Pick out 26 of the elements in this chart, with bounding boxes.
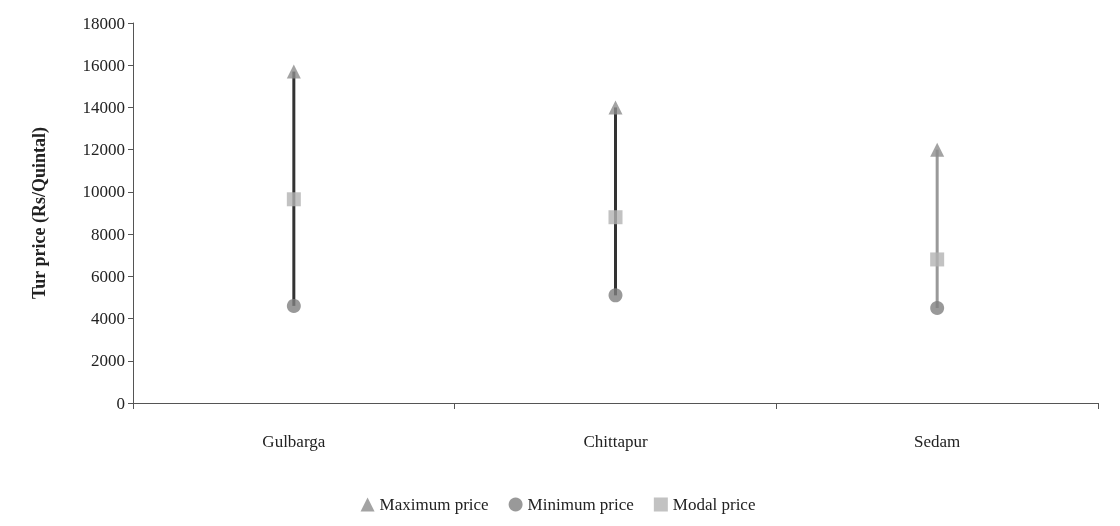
y-tick-label: 10000	[82, 182, 125, 202]
y-tick-label: 2000	[91, 351, 125, 371]
point	[286, 64, 301, 79]
y-tick-label: 8000	[91, 224, 125, 244]
legend-label: Modal price	[672, 495, 756, 514]
x-tick-label: Chittapur	[583, 432, 648, 451]
point	[286, 298, 301, 313]
point	[608, 288, 623, 303]
y-tick-label: 12000	[82, 140, 125, 160]
legend-label: Maximum price	[379, 495, 489, 514]
point	[286, 192, 301, 207]
y-tick-label: 14000	[82, 97, 125, 117]
point	[608, 100, 623, 115]
y-axis-title: Tur price (Rs/Quintal)	[29, 126, 50, 300]
x-tick-label: Sedam	[914, 432, 961, 451]
point	[930, 301, 945, 315]
point	[608, 210, 623, 225]
y-tick-label: 4000	[91, 309, 125, 329]
x-tick-label: Gulbarga	[262, 432, 326, 451]
y-tick-label: 0	[116, 393, 125, 413]
point	[930, 252, 945, 267]
legend-label: Minimum price	[527, 495, 634, 514]
y-tick-label: 6000	[91, 266, 125, 286]
y-tick-label: 16000	[82, 55, 125, 75]
y-tick-label: 18000	[82, 13, 125, 33]
point	[930, 142, 945, 157]
